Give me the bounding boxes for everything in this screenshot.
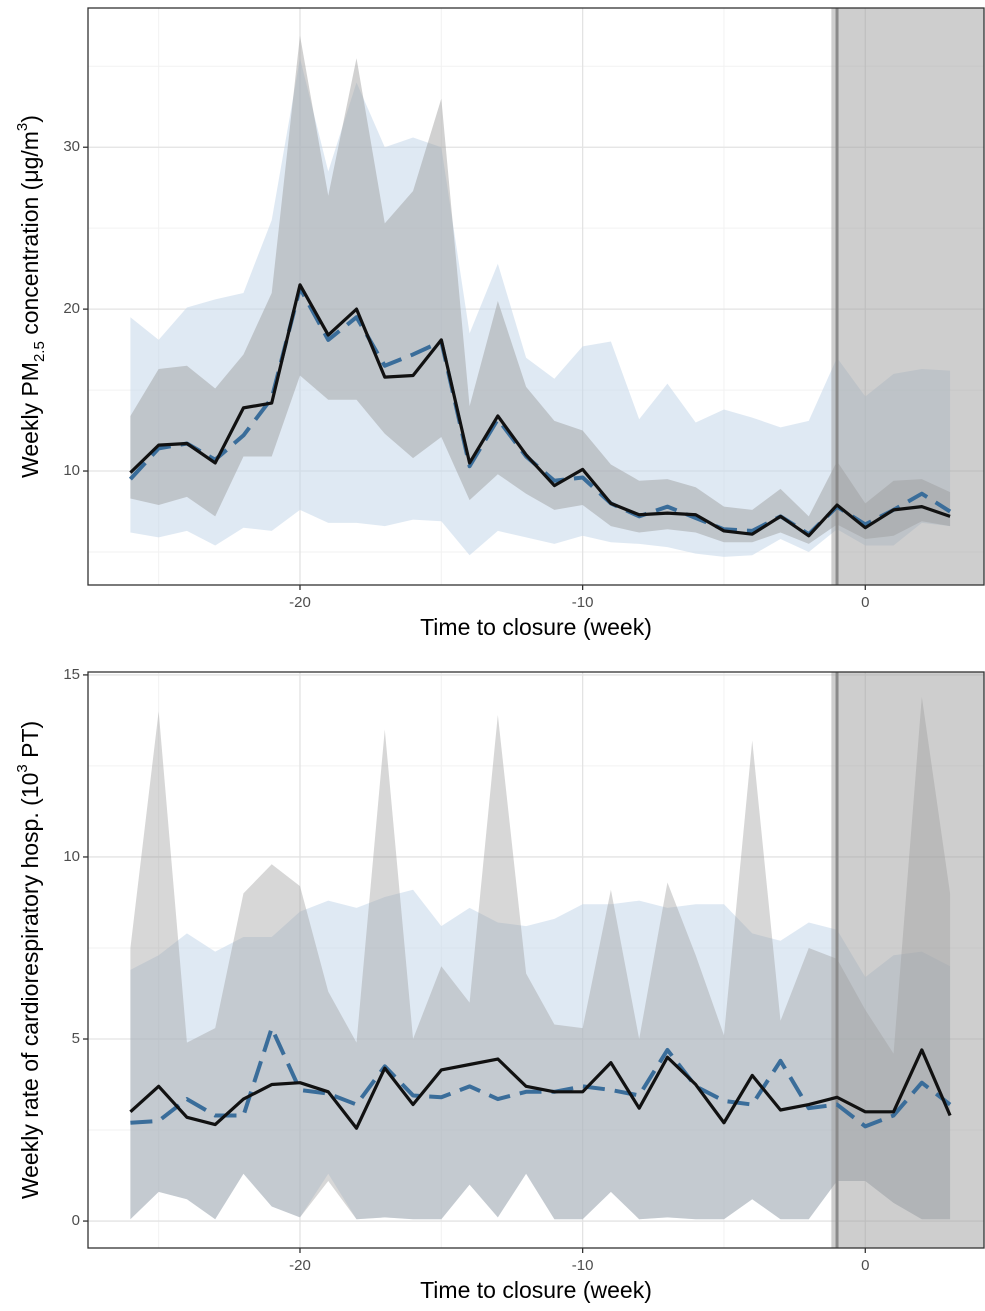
- panel: 10 20 30 -20 -10 0 Time to closure (week) Weekl…: [14, 7, 985, 640]
- y-tick-label: 10: [63, 848, 80, 865]
- y-axis-title-part: 3: [14, 123, 31, 131]
- confidence-band: [130, 35, 951, 544]
- y-axis-title-part: ): [17, 115, 43, 123]
- x-tick-label: -20: [289, 1257, 311, 1274]
- confidence-band: [130, 889, 951, 1220]
- y-axis-title-part: 2.5: [31, 341, 48, 362]
- line-series: [129, 1048, 952, 1130]
- y-tick-label: 0: [72, 1212, 80, 1229]
- closure-shade: [831, 8, 984, 585]
- plot-border: [87, 7, 985, 586]
- closure-shade: [831, 672, 984, 1248]
- y-tick-label: 5: [72, 1030, 80, 1047]
- y-axis-title-part: concentration (μg/m: [17, 131, 43, 341]
- x-tick-label: -10: [572, 594, 594, 611]
- panel: 0 5 10 15 -20 -10 0 Time to closure (week) Weekl…: [14, 666, 985, 1303]
- plot-border: [87, 671, 985, 1249]
- line-series: [130, 1026, 952, 1129]
- y-axis-title: Weekly rate of cardiorespiratory hosp. (…: [14, 721, 43, 1199]
- y-tick-label: 15: [63, 666, 80, 683]
- y-axis-title-part: 3: [14, 764, 31, 772]
- x-tick-label: -10: [572, 1257, 594, 1274]
- confidence-band: [130, 58, 951, 557]
- y-tick-label: 20: [63, 300, 80, 317]
- x-tick-label: -20: [289, 594, 311, 611]
- y-axis-title: Weekly PM2.5 concentration (μg/m3): [14, 115, 48, 478]
- line-series: [129, 283, 951, 538]
- y-tick-label: 10: [63, 462, 80, 479]
- x-tick-label: 0: [861, 1257, 869, 1274]
- y-axis-title-part: Weekly PM: [17, 362, 43, 478]
- x-tick-label: 0: [861, 594, 869, 611]
- y-axis-title-part: PT): [17, 721, 43, 764]
- x-axis-title: Time to closure (week): [420, 614, 652, 640]
- x-axis-title: Time to closure (week): [420, 1277, 652, 1303]
- y-axis-title-part: Weekly rate of cardiorespiratory hosp. (…: [17, 773, 43, 1200]
- y-tick-label: 30: [63, 138, 80, 155]
